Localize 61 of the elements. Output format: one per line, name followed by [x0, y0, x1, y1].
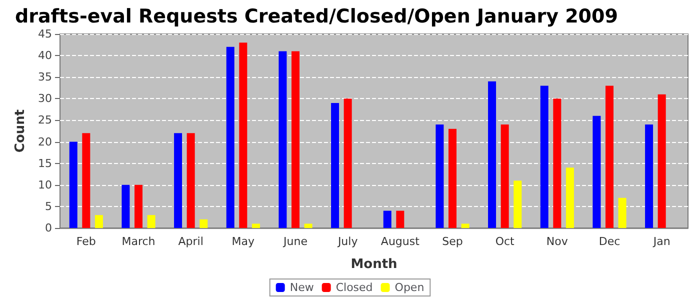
bar: [553, 98, 562, 228]
x-tick-label: July: [336, 235, 358, 248]
legend-label: Closed: [336, 281, 373, 294]
bar: [514, 180, 522, 228]
x-tick-label: Dec: [598, 235, 620, 248]
y-tick-label: 20: [38, 135, 52, 148]
x-tick-label: August: [380, 235, 420, 248]
chart-title: drafts-eval Requests Created/Closed/Open January 2009: [15, 6, 618, 28]
y-tick-label: 35: [38, 70, 52, 84]
y-axis-title: Count: [13, 109, 28, 153]
bar: [344, 98, 352, 228]
bar: [488, 81, 496, 228]
bar: [645, 124, 654, 228]
bar: [226, 46, 234, 228]
x-tick-label: Sep: [442, 235, 463, 248]
x-tick-label: March: [122, 235, 156, 248]
bar: [292, 51, 300, 228]
bar: [200, 219, 208, 228]
y-tick-label: 15: [38, 156, 52, 170]
x-tick-label: Jan: [652, 235, 670, 248]
x-tick-label: Nov: [546, 235, 568, 248]
bar: [658, 94, 666, 228]
x-tick-label: April: [178, 235, 204, 248]
y-tick-label: 25: [38, 114, 52, 127]
x-tick-label: June: [282, 235, 308, 248]
bar: [239, 42, 248, 228]
y-tick-label: 40: [38, 49, 52, 62]
x-tick-label: Feb: [76, 235, 96, 248]
bar: [122, 184, 130, 228]
x-tick-label: May: [232, 235, 256, 248]
bar: [618, 198, 626, 228]
bar: [82, 133, 90, 228]
bar: [540, 86, 548, 228]
bar: [461, 224, 470, 228]
y-tick-label: 10: [38, 178, 52, 192]
bar: [134, 184, 142, 228]
bar: [186, 133, 195, 228]
bar: [174, 133, 182, 228]
bar: [304, 224, 312, 228]
bar: [383, 210, 392, 228]
x-axis-title: Month: [350, 257, 398, 272]
bar: [331, 102, 340, 228]
bar: [94, 215, 103, 228]
bar: [252, 224, 260, 228]
bar: [448, 128, 456, 228]
y-tick-label: 0: [45, 222, 52, 234]
y-tick-label: 45: [38, 28, 52, 40]
legend-label: New: [290, 281, 314, 294]
x-tick-label: Oct: [495, 235, 516, 248]
legend-label: Open: [394, 281, 424, 294]
bar: [69, 142, 78, 228]
bar: [592, 116, 601, 228]
bar: [566, 168, 574, 228]
bar: [606, 86, 614, 228]
bar: [436, 124, 444, 228]
y-tick-label: 30: [38, 92, 52, 106]
y-tick-label: 5: [45, 200, 52, 213]
bar: [278, 51, 287, 228]
bar: [500, 124, 509, 228]
bar: [396, 210, 404, 228]
bar: [147, 215, 156, 228]
